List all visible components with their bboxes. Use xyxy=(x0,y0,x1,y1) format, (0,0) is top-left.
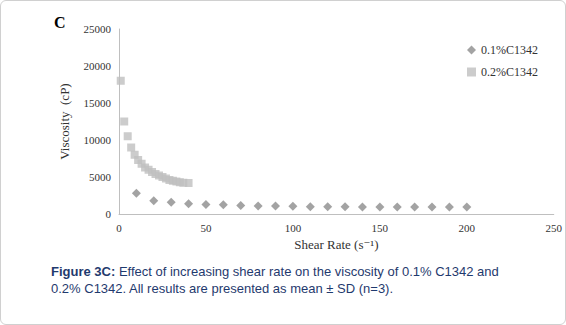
svg-text:150: 150 xyxy=(372,222,389,234)
svg-text:0: 0 xyxy=(116,222,122,234)
svg-text:100: 100 xyxy=(285,222,302,234)
svg-text:50: 50 xyxy=(200,222,212,234)
svg-text:10000: 10000 xyxy=(84,134,112,146)
html-text:Figure 3C: Effect of increasin: Figure 3C: Effect of increasing shear ra… xyxy=(51,264,499,296)
svg-text:15000: 15000 xyxy=(84,97,112,109)
svg-text:20000: 20000 xyxy=(84,60,112,72)
svg-text:Shear Rate (s⁻¹): Shear Rate (s⁻¹) xyxy=(294,237,378,252)
svg-text:0.2%C1342: 0.2%C1342 xyxy=(481,65,538,79)
svg-text:250: 250 xyxy=(546,222,563,234)
svg-text:0: 0 xyxy=(106,208,112,220)
svg-text:Viscosity (cP): Viscosity (cP) xyxy=(57,83,72,160)
svg-text:25000: 25000 xyxy=(84,23,112,35)
svg-text:0.1%C1342: 0.1%C1342 xyxy=(481,43,538,57)
svg-text:5000: 5000 xyxy=(89,171,112,183)
svg-text:C: C xyxy=(54,14,66,31)
svg-text:200: 200 xyxy=(459,222,476,234)
